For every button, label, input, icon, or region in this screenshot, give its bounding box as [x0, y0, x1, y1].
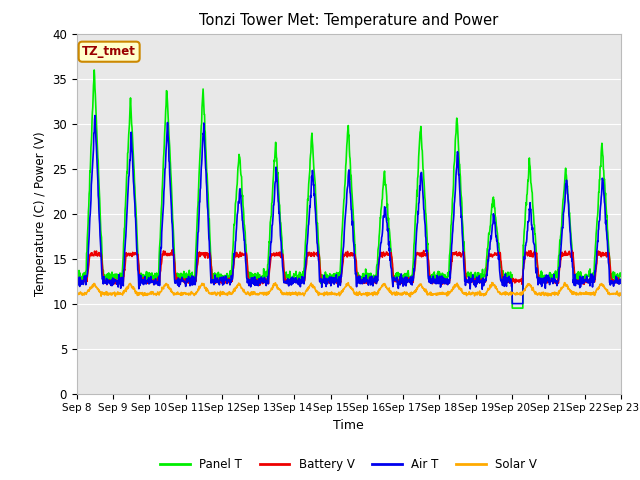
Solar V: [315, 289, 323, 295]
Battery V: [305, 251, 312, 256]
Air T: [325, 277, 333, 283]
Text: TZ_tmet: TZ_tmet: [82, 45, 136, 58]
Air T: [115, 277, 123, 283]
Air T: [91, 113, 99, 119]
Battery V: [73, 277, 81, 283]
Battery V: [326, 280, 333, 286]
X-axis label: Time: Time: [333, 419, 364, 432]
Line: Battery V: Battery V: [77, 250, 621, 285]
Solar V: [488, 280, 496, 286]
Air T: [73, 277, 81, 283]
Battery V: [137, 279, 145, 285]
Battery V: [617, 278, 625, 284]
Solar V: [137, 290, 145, 296]
Line: Panel T: Panel T: [77, 70, 621, 308]
Air T: [383, 219, 390, 225]
Panel T: [316, 253, 323, 259]
Panel T: [325, 276, 333, 282]
Battery V: [115, 279, 123, 285]
Solar V: [406, 294, 414, 300]
Air T: [316, 269, 323, 275]
Air T: [138, 279, 145, 285]
Y-axis label: Temperature (C) / Power (V): Temperature (C) / Power (V): [34, 132, 47, 296]
Panel T: [115, 280, 123, 286]
Air T: [617, 280, 625, 286]
Air T: [508, 300, 516, 306]
Legend: Panel T, Battery V, Air T, Solar V: Panel T, Battery V, Air T, Solar V: [156, 454, 542, 476]
Solar V: [617, 290, 625, 296]
Panel T: [73, 269, 81, 275]
Panel T: [90, 67, 98, 73]
Panel T: [138, 276, 145, 281]
Battery V: [256, 282, 264, 288]
Solar V: [304, 285, 312, 291]
Solar V: [383, 285, 390, 290]
Panel T: [383, 193, 390, 199]
Panel T: [304, 197, 312, 203]
Solar V: [325, 290, 333, 296]
Battery V: [316, 259, 323, 264]
Line: Solar V: Solar V: [77, 283, 621, 297]
Panel T: [508, 305, 516, 311]
Solar V: [73, 289, 81, 295]
Line: Air T: Air T: [77, 116, 621, 303]
Battery V: [383, 252, 391, 257]
Panel T: [617, 273, 625, 278]
Title: Tonzi Tower Met: Temperature and Power: Tonzi Tower Met: Temperature and Power: [199, 13, 499, 28]
Air T: [304, 230, 312, 236]
Solar V: [115, 291, 123, 297]
Battery V: [168, 247, 176, 252]
